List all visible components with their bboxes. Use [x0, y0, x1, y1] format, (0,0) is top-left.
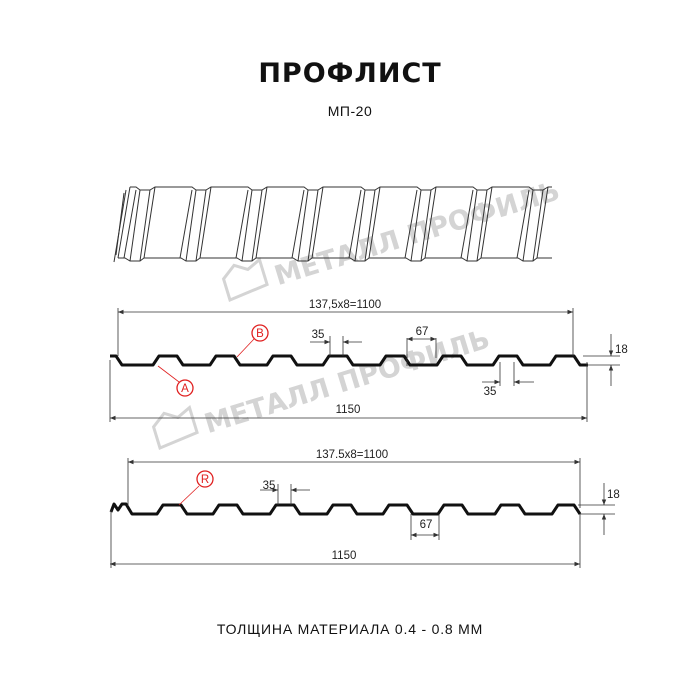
sheet-edge-line: [123, 189, 137, 259]
dim-rib-base-label: 67: [416, 326, 429, 338]
sheet-3d-view: [113, 186, 552, 263]
watermark-logo-icon: [221, 257, 269, 303]
page-subtitle: МП-20: [327, 103, 373, 119]
sheet-edge-line: [354, 189, 366, 262]
marker-b: [251, 324, 269, 342]
watermark-text: МЕТАЛЛ ПРОФИЛЬ: [271, 176, 564, 292]
dim-top-width-label: 35: [312, 329, 325, 341]
sheet-edge-line: [480, 186, 493, 259]
sheet-edge-line: [199, 186, 212, 259]
marker-a-label: A: [181, 383, 189, 395]
sheet-edge-line: [129, 189, 141, 262]
sheet-edge-line: [311, 186, 324, 259]
sheet-edge-line: [364, 189, 376, 262]
watermark-1: МЕТАЛЛ ПРОФИЛЬ: [221, 176, 564, 303]
sheet-edge-line: [420, 189, 432, 262]
sheet-edge-line: [117, 186, 131, 259]
dim-top-width-label: 35: [263, 480, 276, 492]
sheet-edge-line: [185, 189, 197, 262]
profile-a-section: [110, 354, 588, 367]
sheet-edge-line: [536, 186, 549, 259]
sheet-edge-line: [130, 186, 552, 191]
sheet-edge-line: [348, 189, 362, 259]
marker-r: [196, 470, 214, 488]
sheet-edge-line: [516, 189, 530, 259]
sheet-edge-line: [139, 189, 151, 262]
material-thickness-note: ТОЛЩИНА МАТЕРИАЛА 0.4 - 0.8 ММ: [216, 621, 484, 637]
marker-a: [176, 379, 194, 397]
page-title: ПРОФЛИСТ: [258, 58, 442, 89]
sheet-edge-line: [118, 257, 552, 262]
dim-rib-base-label: 67: [420, 519, 433, 531]
sheet-edge-line: [241, 189, 253, 262]
sheet-edge-line: [307, 189, 319, 262]
sheet-edge-line: [115, 192, 125, 256]
sheet-edge-line: [460, 189, 474, 259]
sheet-edge-line: [297, 189, 309, 262]
profile-a: [109, 308, 620, 422]
dim-pitch-label: 137,5x8=1100: [309, 299, 381, 311]
sheet-edge-line: [476, 189, 488, 262]
sheet-edge-line: [143, 186, 156, 259]
marker-r-label: R: [201, 474, 209, 486]
sheet-edge-line: [179, 189, 193, 259]
sheet-edge-line: [255, 186, 268, 259]
sheet-edge-line: [291, 189, 305, 259]
dim-width-label: 1150: [336, 404, 361, 416]
sheet-edge-line: [410, 189, 422, 262]
profile-b-section: [109, 502, 582, 516]
sheet-edge-line: [424, 186, 437, 259]
sheet-edge-line: [522, 189, 534, 262]
dim-pitch-label: 137.5x8=1100: [316, 449, 388, 461]
sheet-edge-line: [251, 189, 263, 262]
marker-b-label: B: [256, 328, 264, 340]
watermark-text: МЕТАЛЛ ПРОФИЛЬ: [201, 324, 494, 440]
dim-bottom-width-label: 35: [484, 386, 497, 398]
sheet-edge-line: [466, 189, 478, 262]
profile-b: [109, 458, 615, 568]
sheet-edge-line: [368, 186, 381, 259]
dim-height-label: 18: [615, 344, 628, 356]
dim-width-label: 1150: [332, 550, 357, 562]
sheet-edge-line: [404, 189, 418, 259]
sheet-edge-line: [235, 189, 249, 259]
sheet-edge-line: [532, 189, 544, 262]
sheet-edge-line: [195, 189, 207, 262]
dim-height-label: 18: [607, 489, 620, 501]
watermark-logo-icon: [151, 405, 199, 451]
